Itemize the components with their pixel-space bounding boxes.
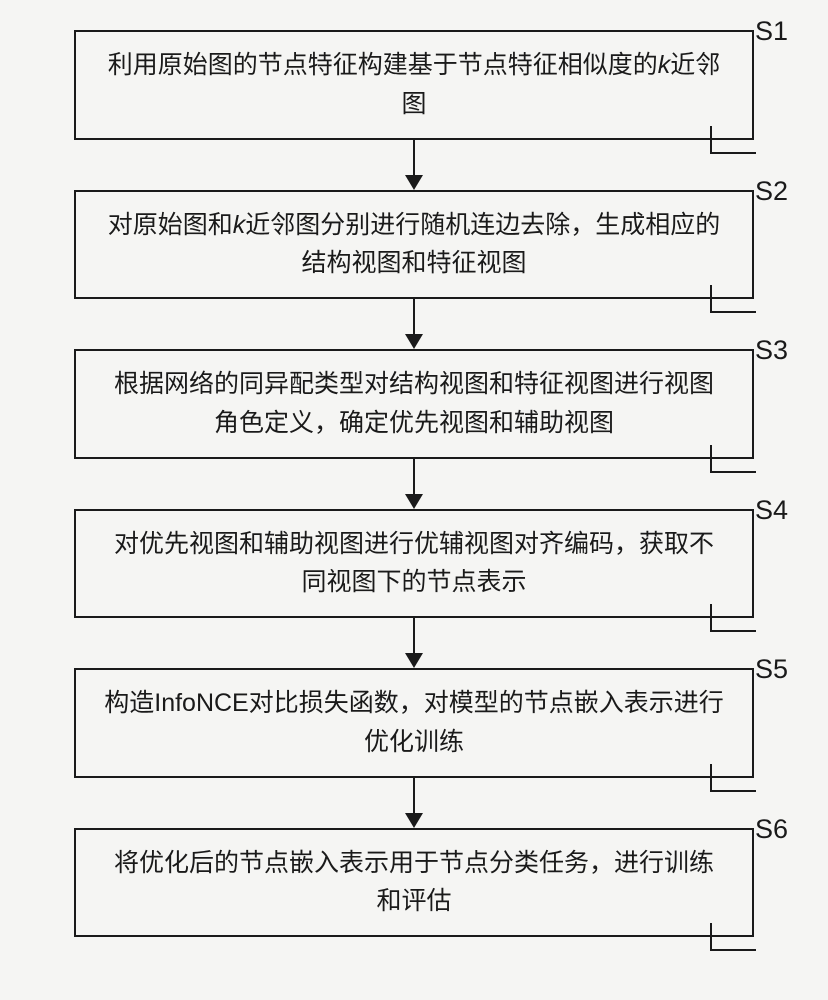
label-notch [710,285,756,313]
step-text-pre: 根据网络的同异配类型对结构视图和特征视图进行视图角色定义，确定优先视图和辅助视图 [114,370,714,437]
step-text-pre: 对优先视图和辅助视图进行优辅视图对齐编码，获取不同视图下的节点表示 [114,530,714,597]
step-text-post: 近邻图分别进行随机连边去除，生成相应的结构视图和特征视图 [245,211,720,278]
step-text-pre: 对原始图和 [108,211,233,239]
arrow-connector [74,140,754,190]
step-s4: S4 对优先视图和辅助视图进行优辅视图对齐编码，获取不同视图下的节点表示 [40,509,788,619]
step-label: S1 [755,16,788,47]
arrow-down-icon [405,334,423,349]
step-s5: S5 构造InfoNCE对比损失函数，对模型的节点嵌入表示进行优化训练 [40,668,788,778]
step-label: S4 [755,495,788,526]
step-label: S2 [755,176,788,207]
step-text-k: k [658,51,671,79]
label-notch [710,445,756,473]
arrow-line [413,140,416,175]
end-notch [74,937,754,953]
step-box: 根据网络的同异配类型对结构视图和特征视图进行视图角色定义，确定优先视图和辅助视图 [74,349,754,459]
arrow-connector [74,299,754,349]
flowchart: S1 利用原始图的节点特征构建基于节点特征相似度的k近邻图 S2 对原始图和k近… [40,30,788,953]
arrow-down-icon [405,813,423,828]
step-s3: S3 根据网络的同异配类型对结构视图和特征视图进行视图角色定义，确定优先视图和辅… [40,349,788,459]
label-notch [710,764,756,792]
arrow-down-icon [405,653,423,668]
step-text-pre: 构造InfoNCE对比损失函数，对模型的节点嵌入表示进行优化训练 [104,689,723,756]
arrow-line [413,299,416,334]
step-label: S3 [755,335,788,366]
arrow-line [413,459,416,494]
step-s1: S1 利用原始图的节点特征构建基于节点特征相似度的k近邻图 [40,30,788,140]
arrow-line [413,618,416,653]
step-text-k: k [233,211,246,239]
arrow-connector [74,618,754,668]
arrow-connector [74,778,754,828]
step-box: 构造InfoNCE对比损失函数，对模型的节点嵌入表示进行优化训练 [74,668,754,778]
step-text-pre: 将优化后的节点嵌入表示用于节点分类任务，进行训练和评估 [114,849,714,916]
step-box: 对优先视图和辅助视图进行优辅视图对齐编码，获取不同视图下的节点表示 [74,509,754,619]
label-notch [710,604,756,632]
arrow-down-icon [405,175,423,190]
step-text-pre: 利用原始图的节点特征构建基于节点特征相似度的 [108,51,658,79]
step-s6: S6 将优化后的节点嵌入表示用于节点分类任务，进行训练和评估 [40,828,788,938]
step-s2: S2 对原始图和k近邻图分别进行随机连边去除，生成相应的结构视图和特征视图 [40,190,788,300]
arrow-line [413,778,416,813]
arrow-down-icon [405,494,423,509]
arrow-connector [74,459,754,509]
step-label: S6 [755,814,788,845]
step-label: S5 [755,654,788,685]
step-box: 将优化后的节点嵌入表示用于节点分类任务，进行训练和评估 [74,828,754,938]
label-notch [710,923,756,951]
label-notch [710,126,756,154]
step-box: 利用原始图的节点特征构建基于节点特征相似度的k近邻图 [74,30,754,140]
step-box: 对原始图和k近邻图分别进行随机连边去除，生成相应的结构视图和特征视图 [74,190,754,300]
